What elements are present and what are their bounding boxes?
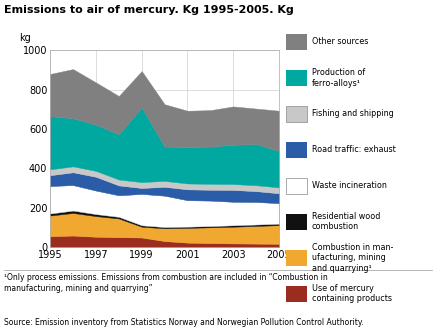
Text: Use of mercury
containing products: Use of mercury containing products [312,284,392,303]
Text: Fishing and shipping: Fishing and shipping [312,110,394,118]
Text: Residential wood
combustion: Residential wood combustion [312,212,380,232]
Text: Source: Emission inventory from Statistics Norway and Norwegian Pollution Contro: Source: Emission inventory from Statisti… [4,318,364,327]
Text: Other sources: Other sources [312,38,368,46]
Text: Emissions to air of mercury. Kg 1995-2005. Kg: Emissions to air of mercury. Kg 1995-200… [4,5,294,15]
Text: kg: kg [19,33,31,43]
Text: ¹Only process emissions. Emissions from combustion are included in “Combustion i: ¹Only process emissions. Emissions from … [4,273,328,293]
Text: Waste incineration: Waste incineration [312,181,387,190]
Text: Combustion in man-
ufacturing, mining
and quarrying¹: Combustion in man- ufacturing, mining an… [312,243,393,272]
Text: Road traffic: exhaust: Road traffic: exhaust [312,145,395,154]
Text: Production of
ferro-alloys¹: Production of ferro-alloys¹ [312,68,365,88]
